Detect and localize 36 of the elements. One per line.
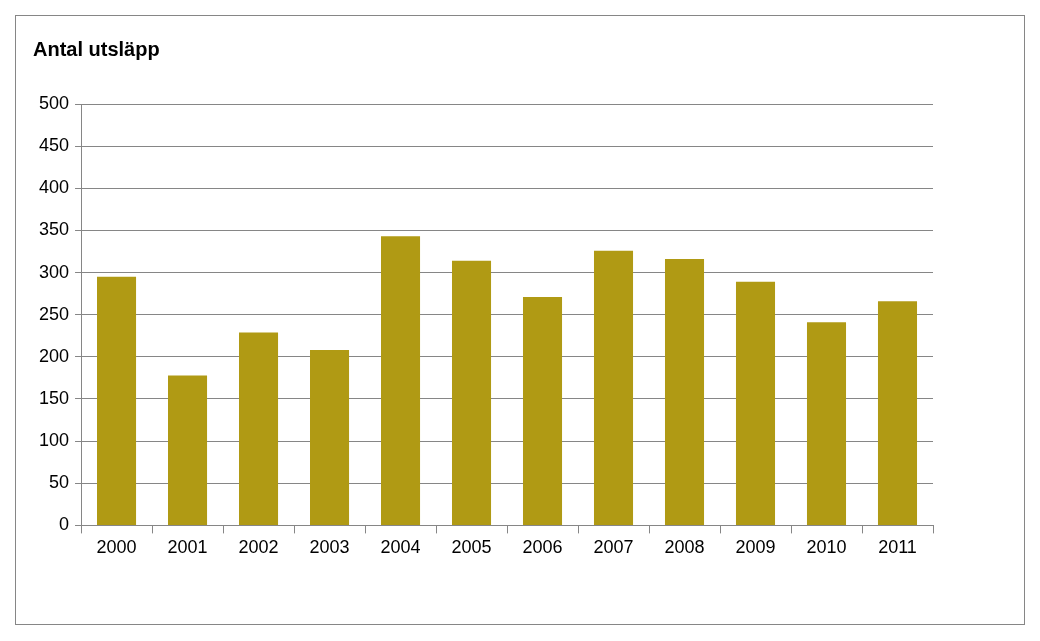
- y-tick-label: 250: [38, 303, 70, 324]
- bar: [97, 276, 137, 525]
- x-tick-label: 2001: [167, 537, 208, 558]
- y-tick-label: 200: [38, 345, 70, 366]
- y-tick-label: 0: [59, 514, 70, 535]
- x-tick-label: 2006: [522, 537, 563, 558]
- bar: [168, 375, 208, 525]
- bar: [310, 350, 350, 525]
- bar: [381, 236, 421, 525]
- y-tick-label: 50: [49, 472, 70, 493]
- bar: [522, 297, 563, 525]
- bar: [664, 259, 705, 525]
- bar: [877, 301, 918, 525]
- y-tick-label: 450: [38, 135, 70, 156]
- chart-title: Antal utsläpp: [33, 37, 160, 60]
- x-tick-label: 2008: [664, 537, 705, 558]
- x-tick-label: 2000: [96, 537, 137, 558]
- y-tick-label: 400: [38, 177, 70, 198]
- y-tick-label: 100: [38, 430, 70, 451]
- x-tick-label: 2003: [309, 537, 350, 558]
- x-tick-label: 2005: [451, 537, 492, 558]
- x-tick-label: 2010: [806, 537, 847, 558]
- y-tick-label: 300: [38, 261, 70, 282]
- bar: [735, 281, 776, 525]
- bar: [593, 250, 634, 525]
- x-tick-label: 2004: [380, 537, 421, 558]
- y-tick-label: 150: [38, 387, 70, 408]
- bar: [451, 260, 492, 525]
- x-tick-label: 2009: [735, 537, 776, 558]
- x-tick-label: 2002: [238, 537, 279, 558]
- x-tick-label: 2011: [878, 537, 917, 558]
- y-tick-label: 500: [38, 92, 70, 113]
- bar: [806, 322, 847, 525]
- bar: [239, 332, 279, 525]
- x-tick-label: 2007: [593, 537, 634, 558]
- y-tick-label: 350: [38, 219, 70, 240]
